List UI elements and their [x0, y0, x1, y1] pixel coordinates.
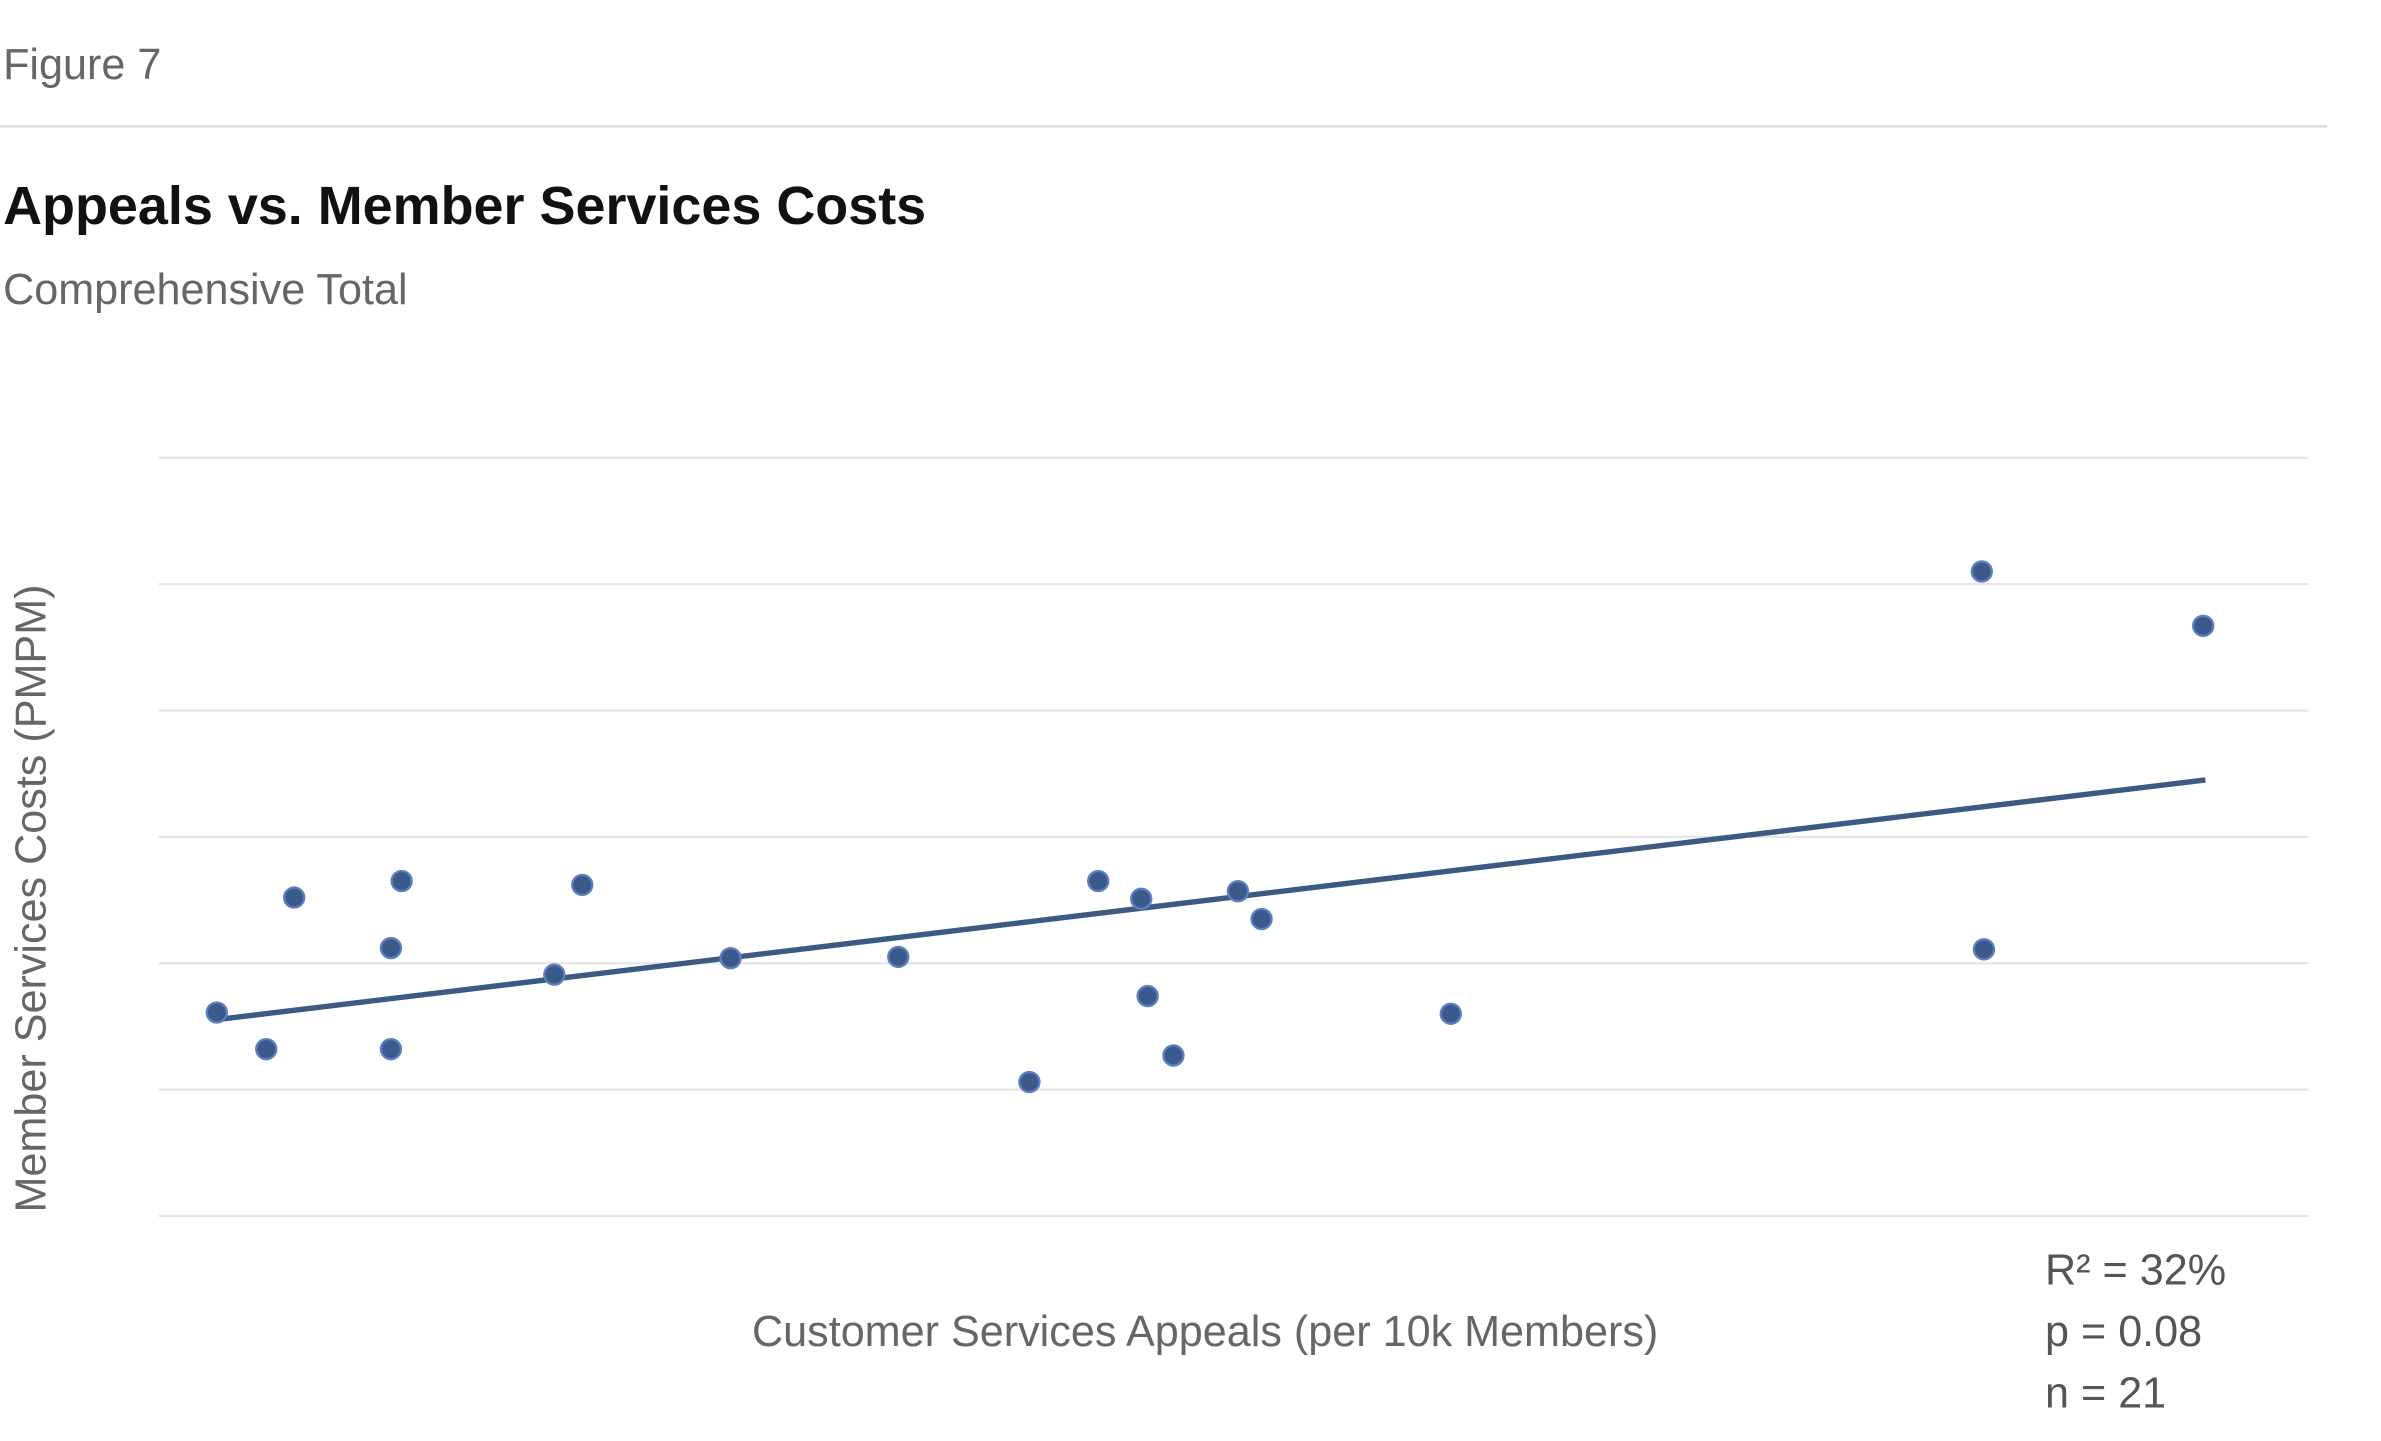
data-point	[379, 1037, 403, 1061]
plot-area	[158, 456, 2309, 1218]
data-point	[1087, 869, 1110, 893]
data-point	[1130, 887, 1153, 910]
data-point	[719, 946, 742, 970]
data-point	[255, 1037, 278, 1061]
data-point	[2192, 614, 2215, 637]
data-point	[543, 963, 566, 986]
data-point	[1018, 1070, 1041, 1094]
stat-annotation: p = 0.08	[2045, 1308, 2202, 1356]
data-point	[1162, 1044, 1185, 1067]
data-point	[205, 1001, 228, 1024]
data-point	[1226, 880, 1250, 903]
figure-label: Figure 7	[3, 41, 161, 89]
data-point	[1250, 907, 1273, 931]
trendline	[222, 777, 2206, 1022]
y-axis-label: Member Services Costs (PMPM)	[7, 584, 55, 1212]
data-point	[1972, 938, 1996, 961]
data-point	[379, 936, 403, 960]
chart-subtitle: Comprehensive Total	[3, 266, 407, 314]
x-axis-label: Customer Services Appeals (per 10k Membe…	[752, 1308, 1658, 1356]
stat-annotation: n = 21	[2045, 1370, 2166, 1418]
stat-annotation: R² = 32%	[2045, 1246, 2226, 1294]
data-point	[282, 886, 306, 909]
chart-title: Appeals vs. Member Services Costs	[3, 176, 926, 236]
data-point	[1970, 560, 1993, 583]
data-point	[1439, 1002, 1462, 1025]
data-point	[887, 945, 910, 969]
data-point	[390, 869, 413, 893]
data-point	[571, 873, 594, 897]
data-point	[1136, 984, 1159, 1008]
